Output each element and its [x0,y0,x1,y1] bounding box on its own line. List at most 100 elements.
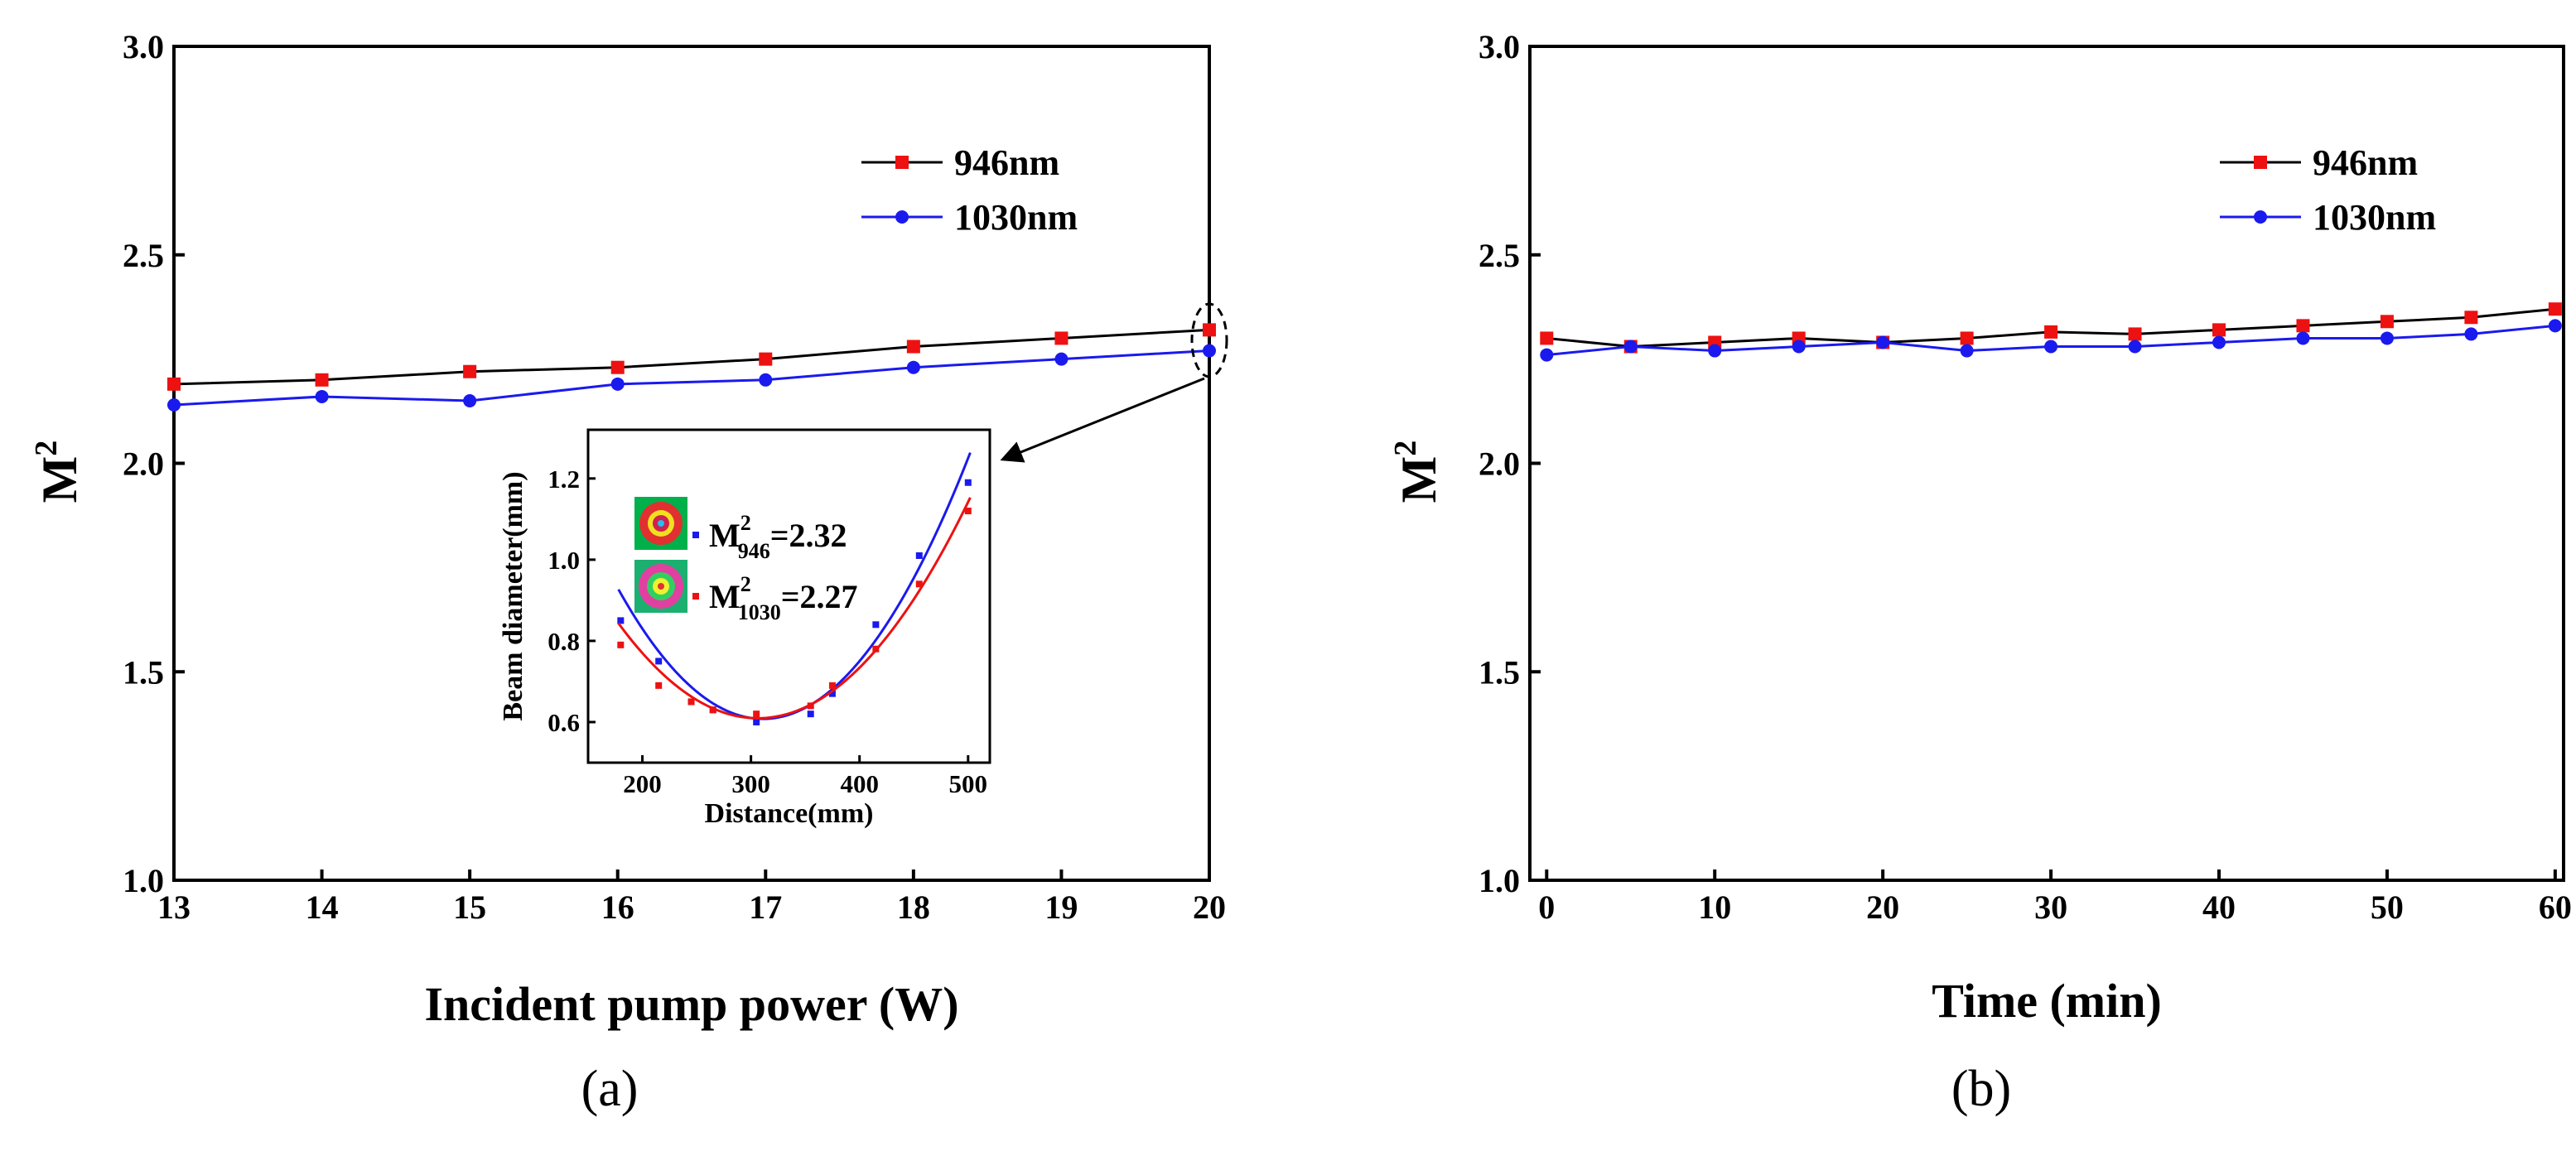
data-point-1030nm [906,360,920,374]
inset-data-point-1030nm [872,645,880,653]
x-tick-label: 60 [2539,889,2572,926]
annotation-main: M [709,578,740,615]
y-tick-label: 2.0 [1479,446,1520,483]
inset-y-tick-label: 1.0 [548,546,580,575]
highlight-ellipse [1190,302,1228,378]
data-point-1030nm [1708,344,1722,358]
data-point-1030nm [2044,340,2058,354]
data-point-946nm [2464,311,2478,325]
y-tick-label: 2.0 [123,446,164,483]
y-tick-label: 2.5 [123,237,164,274]
inset-data-point-946nm [655,657,663,665]
chart-a: 13 14 15 16 17 18 19 20 1.0 1.5 2.0 2.5 3.0 Incident … [29,28,1228,1031]
data-point-946nm [2296,319,2310,333]
x-tick-label: 30 [2034,889,2067,926]
inset-x-tick-label: 400 [840,769,879,798]
series-line-1030nm [173,349,1210,407]
inset-data-point-1030nm [617,641,625,648]
x-tick-label: 40 [2202,889,2236,926]
data-point-946nm [2128,327,2142,341]
inset-annotation: M2 1030=2.27 [709,572,858,624]
inset-x-tick-label: 500 [949,769,988,798]
x-tick-label: 17 [749,889,782,926]
beam-profile-1030-image [634,560,687,613]
x-tick-label: 20 [1193,889,1226,926]
inset-legend-marker [692,593,699,600]
inset-data-point-946nm [753,718,760,725]
data-point-946nm [1960,331,1974,345]
x-axis-label: Time (min) [1932,974,2162,1028]
data-point-946nm [1540,331,1554,345]
y-tick-label: 1.0 [123,862,164,899]
data-point-1030nm [1792,340,1806,354]
annotation-value: =2.32 [770,517,847,554]
annotation-sub: 1030 [738,600,781,624]
data-point-1030nm [463,393,477,407]
inset-annotation: M2 946=2.32 [709,511,847,563]
y-axis-label-sup: 2 [1388,441,1423,456]
x-tick-label: 20 [1866,889,1899,926]
panel-b-label: (b) [1951,1061,2011,1117]
x-tick-label: 18 [897,889,930,926]
x-tick-label: 13 [157,889,191,926]
data-point-946nm [2044,325,2058,339]
data-point-1030nm [1540,348,1554,362]
data-point-1030nm [2128,340,2142,354]
y-tick-label: 1.5 [1479,653,1520,691]
data-point-1030nm [1203,344,1216,358]
annotation-value: =2.27 [781,578,858,615]
inset-fit-curve-1030nm [617,497,972,720]
y-tick-label: 1.5 [123,653,164,691]
data-point-946nm [167,377,181,391]
data-point-946nm [463,364,477,378]
x-tick-label: 19 [1044,889,1078,926]
inset-data-point-1030nm [753,710,760,718]
inset-data-point-1030nm [687,698,695,706]
y-axis-label-main: M [1392,456,1446,503]
data-point-946nm [2548,302,2562,316]
data-point-1030nm [2212,335,2226,349]
legend-label-946nm: 946nm [2313,142,2418,183]
inset-data-point-1030nm [964,508,972,515]
data-point-946nm [1054,331,1069,345]
x-axis-label: Incident pump power (W) [424,977,958,1031]
legend-label-946nm: 946nm [954,142,1059,183]
y-tick-label: 2.5 [1479,237,1520,274]
legend-marker-1030nm [2254,210,2267,224]
inset-x-axis-label: Distance(mm) [705,798,874,829]
annotation-sup: 2 [740,572,751,596]
data-point-946nm [906,340,920,354]
data-point-1030nm [2548,319,2562,333]
data-point-946nm [2212,323,2226,337]
inset-data-point-1030nm [807,702,814,710]
inset-data-point-946nm [807,710,814,718]
series-line-946nm [173,328,1210,386]
x-tick-label: 16 [601,889,634,926]
inset-data-point-1030nm [915,580,923,588]
annotation-main: M [709,517,740,554]
inset-chart: 200 300 400 500 0.6 0.8 1.0 1.2 Distance(mm) Beam… [498,428,991,829]
inset-x-tick-label: 200 [623,769,662,798]
inset-y-axis-label: Beam diameter(mm) [498,471,528,720]
data-point-1030nm [1876,335,1890,349]
inset-y-tick-label: 0.6 [548,708,580,737]
inset-data-point-946nm [617,617,625,624]
inset-y-tick-label: 0.8 [548,627,580,656]
y-axis-label: M2 [1388,441,1446,503]
panel-a-label: (a) [581,1061,639,1117]
inset-data-point-1030nm [828,682,836,689]
data-point-946nm [610,360,625,374]
data-point-1030nm [1960,344,1974,358]
inset-y-tick-label: 1.2 [548,465,580,494]
legend-label-1030nm: 1030nm [954,197,1078,238]
x-tick-label: 10 [1698,889,1731,926]
data-point-946nm [2380,315,2394,329]
data-point-946nm [1203,323,1216,337]
data-point-1030nm [2380,331,2394,345]
y-axis-label: M2 [29,441,87,503]
x-tick-label: 0 [1538,889,1555,926]
legend-marker-946nm [2254,156,2267,169]
x-tick-label: 15 [453,889,486,926]
legend-label-1030nm: 1030nm [2313,197,2436,238]
